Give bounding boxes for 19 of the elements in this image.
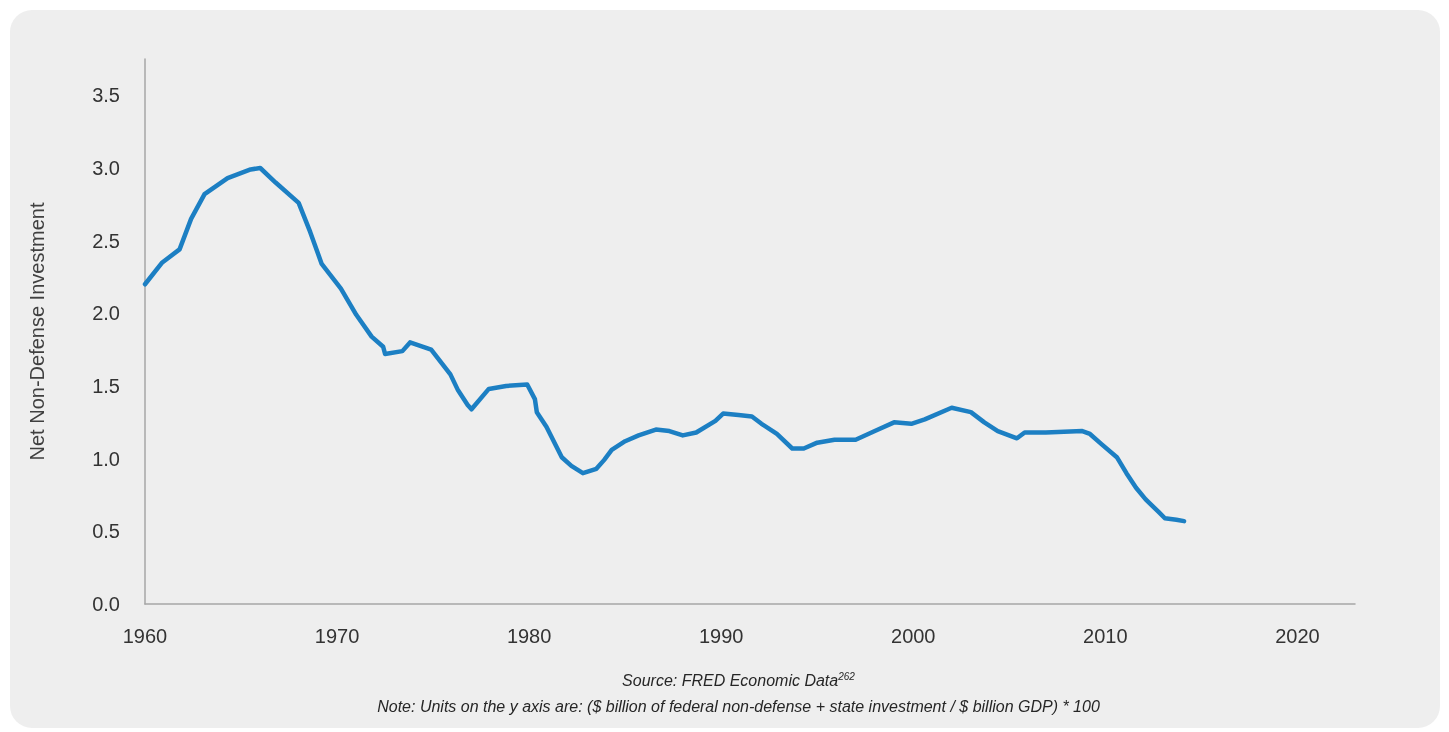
x-tick-label: 1980: [506, 625, 552, 647]
source-note: Source: FRED Economic Data$^{262}$: [621, 670, 856, 692]
y-tick-label: 1.0: [92, 447, 120, 470]
x-tick-label: 1970: [314, 625, 360, 647]
x-tick-label: 1960: [122, 625, 168, 647]
y-tick-label: 1.5: [92, 375, 120, 397]
x-tick-label: 1990: [698, 625, 744, 647]
line-series: [142, 165, 1187, 524]
y-tick-label: 3.0: [92, 157, 120, 179]
x-tick-label: 2020: [1275, 625, 1320, 647]
y-tick-label: 2.5: [92, 229, 120, 252]
y-tick-label: 0.0: [92, 593, 120, 615]
y-tick-label: 0.5: [92, 520, 120, 543]
y-axis-title: Net Non-Defense Investment: [26, 202, 48, 461]
y-tick-label: 3.5: [92, 84, 120, 107]
text: Note: Units on the y axis are: ($ billion of federal non-defense + state investment / $ billion GDP) * 100: [376, 697, 1101, 718]
x-tick-label: 2000: [891, 625, 936, 647]
y-tick-label: 2.0: [92, 302, 120, 325]
x-tick-label: 2010: [1083, 625, 1128, 647]
